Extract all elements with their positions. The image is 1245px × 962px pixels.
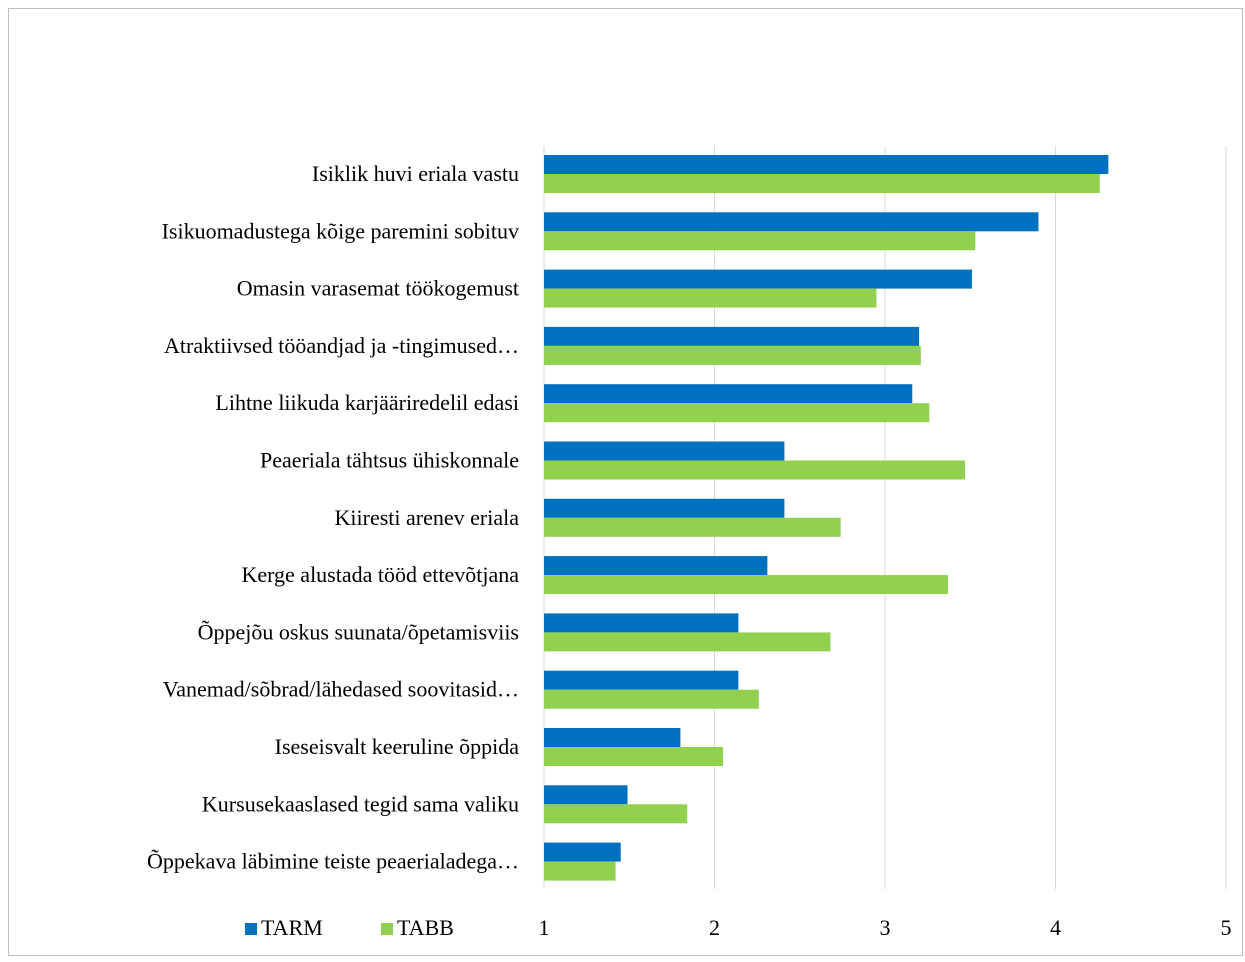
category-label: Kursusekaaslased tegid sama valiku <box>202 791 519 816</box>
bar-tarm <box>544 842 621 862</box>
legend-label-tabb: TABB <box>397 915 454 940</box>
bar-tabb <box>544 804 688 824</box>
bar-tarm <box>544 326 920 346</box>
category-label: Õppejõu oskus suunata/õpetamisviis <box>198 619 519 644</box>
category-label: Atraktiivsed tööandjad ja -tingimused… <box>164 333 519 358</box>
bar-tarm <box>544 498 785 518</box>
bar-tarm <box>544 384 913 404</box>
bar-tabb <box>544 689 759 709</box>
bar-tarm <box>544 441 785 461</box>
bars <box>544 155 1109 881</box>
legend-swatch-tarm <box>245 923 257 935</box>
bar-tarm <box>544 613 739 633</box>
bar-tarm <box>544 785 628 805</box>
category-labels: Isiklik huvi eriala vastu Isikuomadustega… <box>147 161 519 874</box>
bar-tarm <box>544 556 768 576</box>
bar-tabb <box>544 231 976 251</box>
chart-frame: Isiklik huvi eriala vastu Isikuomadustega… <box>8 8 1243 956</box>
x-tick-labels: 1 2 3 4 5 <box>539 915 1232 940</box>
x-tick-label: 3 <box>880 915 891 940</box>
x-tick-label: 5 <box>1221 915 1232 940</box>
bar-tabb <box>544 174 1100 193</box>
bar-tarm <box>544 212 1039 232</box>
category-label: Lihtne liikuda karjääriredelil edasi <box>215 390 519 415</box>
bar-tarm <box>544 269 972 289</box>
category-label: Omasin varasemat töökogemust <box>237 276 519 301</box>
bar-tarm <box>544 670 739 690</box>
bar-tabb <box>544 460 966 480</box>
bar-tarm <box>544 155 1109 174</box>
x-tick-label: 2 <box>709 915 720 940</box>
category-label: Peaeriala tähtsus ühiskonnale <box>260 448 519 473</box>
category-label: Isikuomadustega kõige paremini sobituv <box>162 218 519 243</box>
bar-tabb <box>544 575 949 595</box>
category-label: Isiklik huvi eriala vastu <box>312 161 519 186</box>
legend-swatch-tabb <box>381 923 393 935</box>
legend: TARM TABB <box>245 915 454 940</box>
category-label: Õppekava läbimine teiste peaerialadega… <box>147 849 519 874</box>
x-tick-label: 1 <box>539 915 550 940</box>
legend-label-tarm: TARM <box>261 915 323 940</box>
category-label: Iseseisvalt keeruline õppida <box>275 734 520 759</box>
bar-tabb <box>544 747 724 766</box>
bar-tarm <box>544 728 681 747</box>
category-label: Vanemad/sõbrad/lähedased soovitasid… <box>163 677 519 702</box>
bar-tabb <box>544 861 616 881</box>
bar-tabb <box>544 288 877 308</box>
bar-tabb <box>544 403 930 423</box>
bar-tabb <box>544 632 831 652</box>
x-tick-label: 4 <box>1050 915 1061 940</box>
bar-tabb <box>544 517 841 537</box>
bar-tabb <box>544 345 921 365</box>
bar-chart: Isiklik huvi eriala vastu Isikuomadustega… <box>147 146 1232 940</box>
category-label: Kerge alustada tööd ettevõtjana <box>241 562 519 587</box>
category-label: Kiiresti arenev eriala <box>335 505 520 530</box>
